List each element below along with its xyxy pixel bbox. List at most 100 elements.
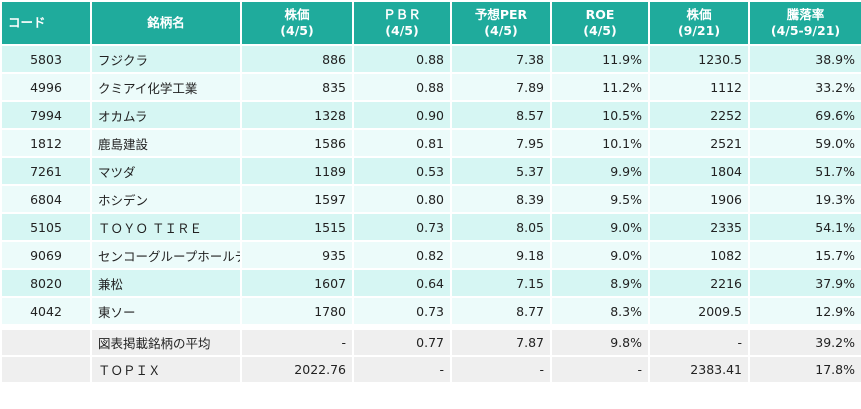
table-body: 5803 フジクラ 886 0.88 7.38 11.9% 1230.5 38.9% 4996 ク… xyxy=(0,44,861,384)
value-cell: 1906 xyxy=(648,184,750,214)
data-row: 7261 マツダ 1189 0.53 5.37 9.9% 1804 51.7% xyxy=(0,156,861,186)
header-text: (9/21) xyxy=(677,23,721,38)
value-cell: 2383.41 xyxy=(648,355,750,384)
value-cell: - xyxy=(240,328,354,357)
value-cell: 19.3% xyxy=(748,184,861,214)
value-cell: 1230.5 xyxy=(648,44,750,74)
data-row: 6804 ホシデン 1597 0.80 8.39 9.5% 1906 19.3% xyxy=(0,184,861,214)
value-cell: 0.81 xyxy=(352,128,452,158)
data-row: 5105 ＴＯＹＯ ＴＩＲＥ 1515 0.73 8.05 9.0% 2335 54.1% xyxy=(0,212,861,242)
data-row: 4996 クミアイ化学工業 835 0.88 7.89 11.2% 1112 33.2% xyxy=(0,72,861,102)
code-cell: 8020 xyxy=(0,268,92,298)
value-cell: 9.5% xyxy=(550,184,650,214)
data-row: 8020 兼松 1607 0.64 7.15 8.9% 2216 37.9% xyxy=(0,268,861,298)
value-cell: 1804 xyxy=(648,156,750,186)
header-cell: ＰＢＲ (4/5) xyxy=(352,0,452,46)
value-cell: 835 xyxy=(240,72,354,102)
value-cell: 0.90 xyxy=(352,100,452,130)
code-cell: 5105 xyxy=(0,212,92,242)
empty-cell xyxy=(0,328,92,357)
header-cell: コード xyxy=(0,0,92,46)
value-cell: 0.77 xyxy=(352,328,452,357)
value-cell: 5.37 xyxy=(450,156,552,186)
value-cell: 1112 xyxy=(648,72,750,102)
summary-row: ＴＯＰＩＸ 2022.76- - -2383.41 17.8% xyxy=(0,355,861,384)
header-text: (4/5) xyxy=(280,23,314,38)
value-cell: 38.9% xyxy=(748,44,861,74)
header-cell: 株価 (4/5) xyxy=(240,0,354,46)
name-cell: フジクラ xyxy=(90,44,242,74)
value-cell: 1189 xyxy=(240,156,354,186)
header-text: (4/5) xyxy=(583,23,617,38)
header-text: コード xyxy=(8,15,46,30)
code-cell: 6804 xyxy=(0,184,92,214)
value-cell: - xyxy=(648,328,750,357)
code-cell: 1812 xyxy=(0,128,92,158)
name-cell: クミアイ化学工業 xyxy=(90,72,242,102)
header-cell: 株価 (9/21) xyxy=(648,0,750,46)
header-cell: ROE (4/5) xyxy=(550,0,650,46)
value-cell: 0.73 xyxy=(352,212,452,242)
value-cell: 2022.76 xyxy=(240,355,354,384)
value-cell: 1328 xyxy=(240,100,354,130)
header-cell: 銘柄名 xyxy=(90,0,242,46)
summary-row: 図表掲載銘柄の平均 -0.77 7.87 9.8% -39.2% xyxy=(0,328,861,357)
value-cell: 8.77 xyxy=(450,296,552,326)
value-cell: 0.53 xyxy=(352,156,452,186)
code-cell: 7994 xyxy=(0,100,92,130)
header-row: コード 銘柄名 株価 (4/5) ＰＢＲ (4/5) 予想PER (4/5) ROE (4/5) 株… xyxy=(0,0,861,46)
header-text: 騰落率 xyxy=(786,7,825,22)
header-text: ROE xyxy=(585,7,615,22)
name-cell: センコーグループホールディングス xyxy=(90,240,242,270)
value-cell: 2335 xyxy=(648,212,750,242)
value-cell: 1586 xyxy=(240,128,354,158)
value-cell: - xyxy=(550,355,650,384)
code-cell: 7261 xyxy=(0,156,92,186)
value-cell: 12.9% xyxy=(748,296,861,326)
value-cell: 8.3% xyxy=(550,296,650,326)
code-cell: 4996 xyxy=(0,72,92,102)
name-cell: 鹿島建設 xyxy=(90,128,242,158)
value-cell: 17.8% xyxy=(748,355,861,384)
value-cell: 0.73 xyxy=(352,296,452,326)
name-cell: オカムラ xyxy=(90,100,242,130)
value-cell: 1780 xyxy=(240,296,354,326)
header-text: 株価 xyxy=(284,7,310,22)
summary-label: ＴＯＰＩＸ xyxy=(90,355,242,384)
value-cell: 11.9% xyxy=(550,44,650,74)
value-cell: 8.05 xyxy=(450,212,552,242)
data-row: 9069センコーグループホールディングス9350.829.189.0%10821… xyxy=(0,240,861,270)
name-cell: マツダ xyxy=(90,156,242,186)
value-cell: 0.88 xyxy=(352,72,452,102)
value-cell: 54.1% xyxy=(748,212,861,242)
value-cell: 0.88 xyxy=(352,44,452,74)
value-cell: 59.0% xyxy=(748,128,861,158)
header-text: ＰＢＲ xyxy=(383,7,421,22)
value-cell: 9.9% xyxy=(550,156,650,186)
header-text: 予想PER xyxy=(474,7,528,22)
value-cell: 7.89 xyxy=(450,72,552,102)
code-cell: 5803 xyxy=(0,44,92,74)
value-cell: 0.64 xyxy=(352,268,452,298)
code-cell: 4042 xyxy=(0,296,92,326)
value-cell: 2521 xyxy=(648,128,750,158)
spacer xyxy=(1,325,861,329)
data-row: 5803 フジクラ 886 0.88 7.38 11.9% 1230.5 38.9% xyxy=(0,44,861,74)
value-cell: 0.80 xyxy=(352,184,452,214)
name-cell: 東ソー xyxy=(90,296,242,326)
name-cell: 兼松 xyxy=(90,268,242,298)
value-cell: 11.2% xyxy=(550,72,650,102)
spacer-cell xyxy=(1,325,861,329)
value-cell: 8.39 xyxy=(450,184,552,214)
data-row: 7994 オカムラ 1328 0.90 8.57 10.5% 2252 69.6% xyxy=(0,100,861,130)
value-cell: 1607 xyxy=(240,268,354,298)
value-cell: - xyxy=(352,355,452,384)
value-cell: 7.95 xyxy=(450,128,552,158)
value-cell: 51.7% xyxy=(748,156,861,186)
value-cell: 935 xyxy=(240,240,354,270)
value-cell: 15.7% xyxy=(748,240,861,270)
value-cell: 2009.5 xyxy=(648,296,750,326)
header-text: (4/5) xyxy=(385,23,419,38)
value-cell: 9.0% xyxy=(550,212,650,242)
